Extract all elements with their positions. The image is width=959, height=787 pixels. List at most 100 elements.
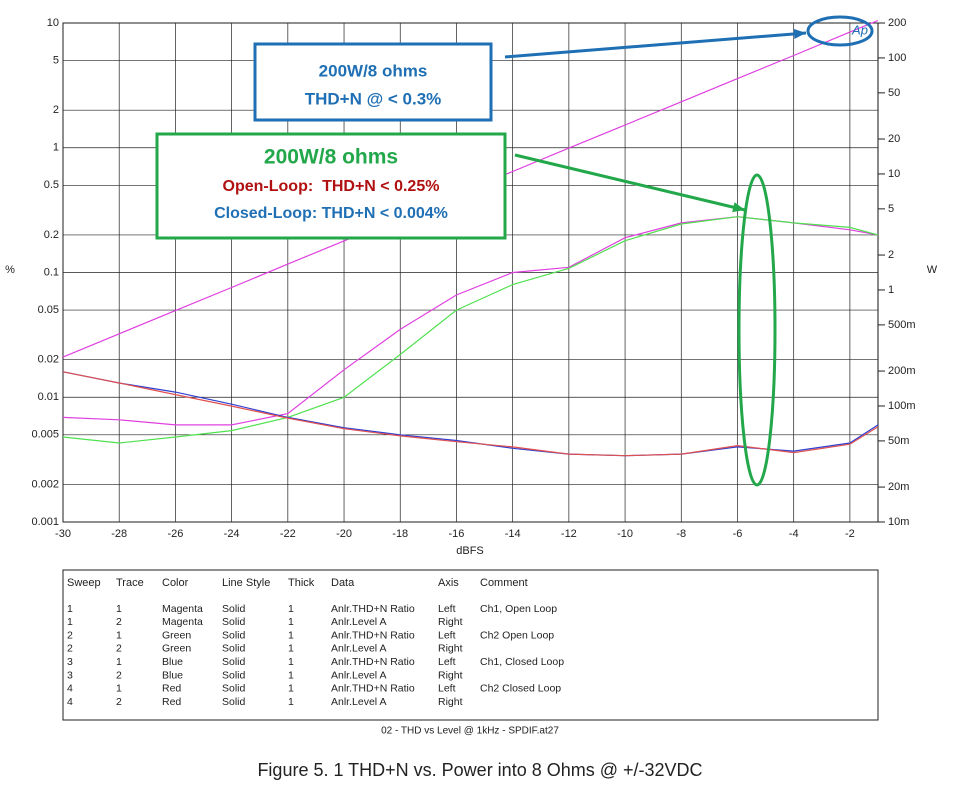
table-cell: 3 <box>67 656 73 668</box>
table-cell: 2 <box>67 629 73 641</box>
x-tick-label: -8 <box>676 528 686 540</box>
annotation-text: 200W/8 ohms <box>264 146 398 169</box>
table-cell: 1 <box>288 669 294 681</box>
y2-tick-label: 100m <box>888 400 916 412</box>
table-cell: 3 <box>67 669 73 681</box>
highlight-ellipse <box>806 15 874 47</box>
table-cell: Right <box>438 616 463 628</box>
y-tick-label: 10 <box>47 17 59 29</box>
table-cell: Ch2 Closed Loop <box>480 683 561 695</box>
table-header: Trace <box>116 577 144 589</box>
y2-tick-label: 1 <box>888 284 894 296</box>
table-cell: Ch1, Closed Loop <box>480 656 564 668</box>
table-cell: Solid <box>222 643 246 655</box>
y2-tick-label: 100 <box>888 52 906 64</box>
y2-tick-label: 2 <box>888 249 894 261</box>
y2-tick-label: 200 <box>888 17 906 29</box>
annotation-arrow <box>514 153 746 212</box>
table-header: Comment <box>480 577 528 589</box>
annotation-box <box>155 132 507 240</box>
table-header: Data <box>331 577 355 589</box>
annotation-arrow <box>504 31 807 59</box>
table-cell: Solid <box>222 616 246 628</box>
table-cell: 1 <box>288 616 294 628</box>
table-cell: Blue <box>162 656 183 668</box>
y2-tick-label: 10m <box>888 516 909 528</box>
y2-tick-label: 50 <box>888 87 900 99</box>
table-cell: Anlr.THD+N Ratio <box>331 603 415 615</box>
x-tick-label: -26 <box>167 528 183 540</box>
table-cell: Right <box>438 669 463 681</box>
x-tick-label: -20 <box>336 528 352 540</box>
table-cell: 4 <box>67 683 73 695</box>
table-cell: Right <box>438 643 463 655</box>
table-cell: Green <box>162 629 191 641</box>
table-cell: Solid <box>222 669 246 681</box>
highlight-ellipse <box>737 173 777 487</box>
table-cell: 2 <box>67 643 73 655</box>
y2-tick-label: 5 <box>888 203 894 215</box>
table-cell: 2 <box>116 643 122 655</box>
table-cell: Blue <box>162 669 183 681</box>
y-tick-label: 0.05 <box>38 304 59 316</box>
table-cell: Ch1, Open Loop <box>480 603 557 615</box>
table-cell: 1 <box>116 656 122 668</box>
y2-axis-label: W <box>927 264 938 276</box>
annotation-arrowhead <box>793 28 806 39</box>
table-cell: Left <box>438 629 456 641</box>
table-cell: Green <box>162 643 191 655</box>
table-cell: Solid <box>222 696 246 708</box>
table-cell: Anlr.Level A <box>331 616 386 628</box>
table-cell: 4 <box>67 696 73 708</box>
table-cell: Left <box>438 603 456 615</box>
table-cell: 1 <box>288 629 294 641</box>
y2-tick-label: 200m <box>888 365 916 377</box>
y2-tick-label: 500m <box>888 319 916 331</box>
table-cell: Magenta <box>162 616 203 628</box>
table-cell: Right <box>438 696 463 708</box>
x-tick-label: -22 <box>280 528 296 540</box>
table-cell: 2 <box>116 696 122 708</box>
table-cell: Solid <box>222 629 246 641</box>
y-tick-label: 0.1 <box>44 266 59 278</box>
y-tick-label: 0.02 <box>38 354 59 366</box>
table-header: Line Style <box>222 577 270 589</box>
x-tick-label: -30 <box>55 528 71 540</box>
y2-tick-label: 20m <box>888 481 909 493</box>
y2-tick-label: 50m <box>888 435 909 447</box>
table-cell: Red <box>162 683 181 695</box>
table-cell: Ch2 Open Loop <box>480 629 554 641</box>
data-line <box>62 371 879 457</box>
y-axis-label: % <box>5 264 15 276</box>
x-tick-label: -12 <box>561 528 577 540</box>
legend-footer: 02 - THD vs Level @ 1kHz - SPDIF.at27 <box>381 726 559 737</box>
x-tick-label: -6 <box>733 528 743 540</box>
table-cell: 1 <box>116 683 122 695</box>
legend-table-frame <box>62 569 879 721</box>
table-cell: 1 <box>288 643 294 655</box>
x-tick-label: -14 <box>505 528 521 540</box>
y2-tick-label: 10 <box>888 168 900 180</box>
table-cell: Anlr.Level A <box>331 669 386 681</box>
table-cell: Anlr.Level A <box>331 696 386 708</box>
y-tick-label: 0.005 <box>31 429 59 441</box>
x-tick-label: -18 <box>392 528 408 540</box>
y-tick-label: 0.001 <box>31 516 59 528</box>
table-cell: 1 <box>67 603 73 615</box>
table-cell: 1 <box>288 696 294 708</box>
table-cell: 1 <box>288 656 294 668</box>
table-header: Thick <box>288 577 315 589</box>
x-tick-label: -2 <box>845 528 855 540</box>
table-header: Sweep <box>67 577 101 589</box>
annotation-text: THD+N @ < 0.3% <box>305 89 442 108</box>
table-cell: Anlr.THD+N Ratio <box>331 656 415 668</box>
x-tick-label: -4 <box>789 528 799 540</box>
table-cell: 2 <box>116 669 122 681</box>
annotation-text: 200W/8 ohms <box>319 61 428 80</box>
table-cell: Solid <box>222 603 246 615</box>
table-cell: 1 <box>116 603 122 615</box>
annotation-box <box>253 42 493 122</box>
y-tick-label: 1 <box>53 142 59 154</box>
table-cell: Anlr.THD+N Ratio <box>331 629 415 641</box>
